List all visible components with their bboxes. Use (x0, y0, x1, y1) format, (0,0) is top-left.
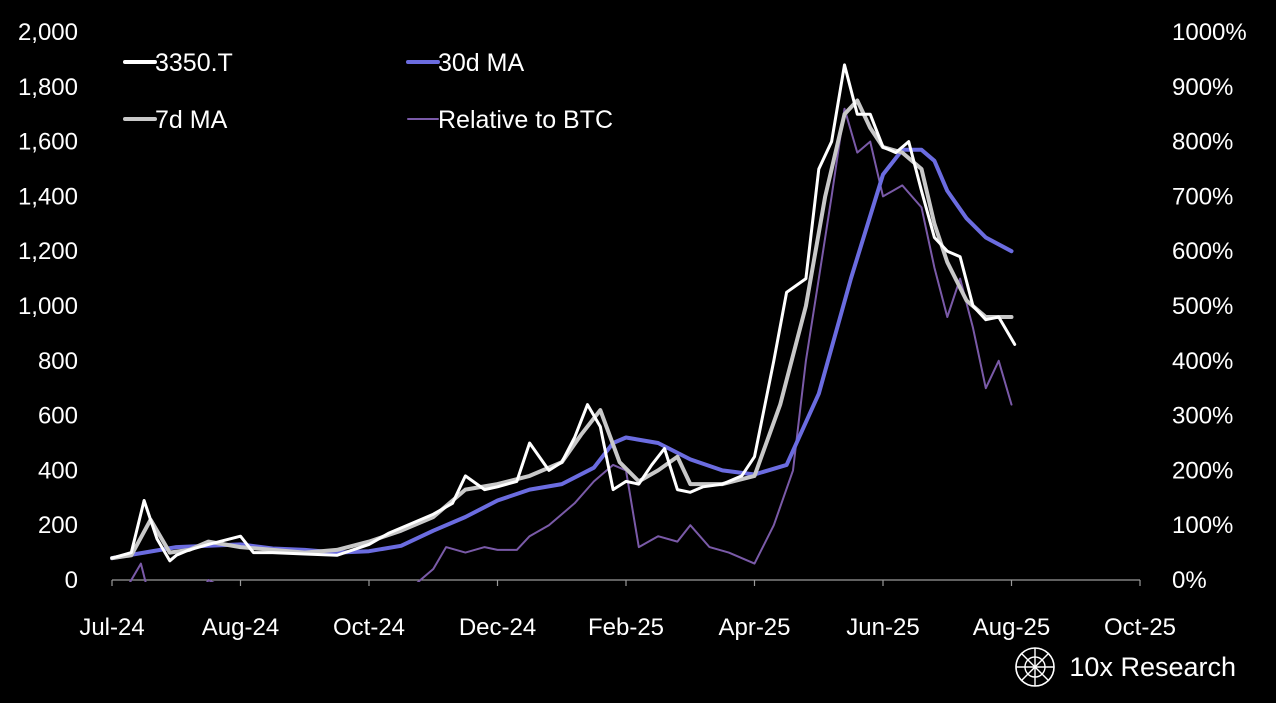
brand-name: 10x Research (1069, 651, 1236, 682)
y-tick-label-right: 400% (1172, 348, 1233, 375)
y-tick-label-left: 1,800 (18, 74, 78, 101)
y-tick-label-left: 400 (38, 457, 78, 484)
series-line-relative-to-btc (128, 107, 1013, 582)
y-tick-label-left: 600 (38, 403, 78, 430)
x-tick-label: Oct-25 (1104, 614, 1176, 641)
x-tick-label: Aug-25 (973, 614, 1050, 641)
x-tick-label: Aug-24 (202, 614, 279, 641)
y-tick-label-left: 1,600 (18, 129, 78, 156)
y-tick-label-left: 1,000 (18, 293, 78, 320)
y-tick-label-right: 200% (1172, 457, 1233, 484)
y-tick-label-left: 1,400 (18, 183, 78, 210)
series-line-30d-ma (110, 147, 1014, 561)
x-tick-label: Jul-24 (79, 614, 144, 641)
x-tick-label: Jun-25 (846, 614, 919, 641)
y-tick-label-left: 800 (38, 348, 78, 375)
axes: Jul-24 Aug-24 Oct-24 Dec-24 Feb-25 Apr-25 Jun-… (18, 19, 1247, 641)
globe-icon (1015, 647, 1056, 687)
legend-label: 7d MA (155, 106, 228, 134)
y-tick-label-right: 500% (1172, 293, 1233, 320)
x-tick-label: Feb-25 (588, 614, 664, 641)
legend-label: 3350.T (155, 49, 233, 77)
y-tick-label-right: 300% (1172, 403, 1233, 430)
y-tick-label-right: 900% (1172, 74, 1233, 101)
y-tick-label-right: 100% (1172, 512, 1233, 539)
y-tick-label-right: 700% (1172, 183, 1233, 210)
y-tick-label-right: 800% (1172, 129, 1233, 156)
y-tick-label-left: 200 (38, 512, 78, 539)
y-tick-label-left: 0 (65, 567, 78, 594)
y-tick-label-right: 0% (1172, 567, 1207, 594)
y-tick-label-right: 600% (1172, 238, 1233, 265)
x-tick-label: Apr-25 (718, 614, 790, 641)
legend-label: Relative to BTC (438, 106, 613, 134)
y-tick-label-left: 1,200 (18, 238, 78, 265)
legend-label: 30d MA (438, 49, 524, 77)
series-layer (110, 63, 1017, 582)
y-tick-label-right: 1000% (1172, 19, 1247, 46)
x-tick-label: Dec-24 (459, 614, 536, 641)
x-tick-label: Oct-24 (333, 614, 405, 641)
legend: 3350.T 30d MA 7d MA Relative to BTC (123, 49, 613, 134)
brand-logo: 10x Research (1013, 645, 1236, 689)
series-line-3350-t (110, 63, 1017, 563)
y-tick-label-left: 2,000 (18, 19, 78, 46)
